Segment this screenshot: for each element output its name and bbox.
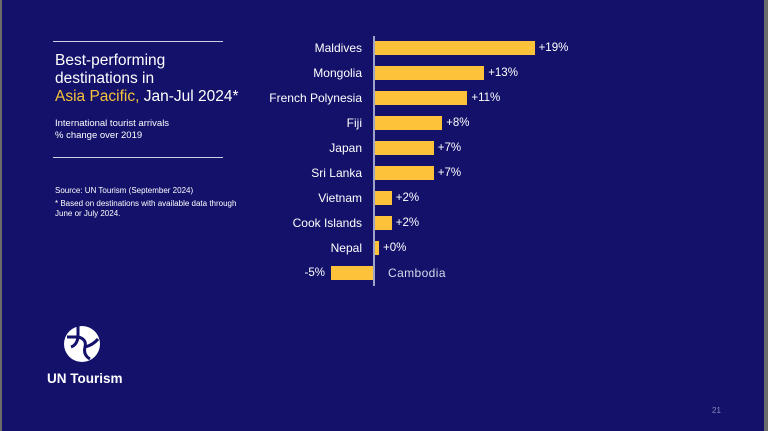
- bar: [375, 166, 434, 180]
- value-label: +7%: [437, 142, 462, 154]
- bar: [375, 91, 468, 105]
- value-label: +2%: [395, 192, 420, 204]
- bar: [375, 41, 535, 55]
- category-label: Japan: [329, 141, 362, 155]
- chart-subtitle: International tourist arrivals % change …: [55, 118, 169, 142]
- footnote-text: * Based on destinations with available d…: [55, 198, 237, 219]
- value-label: +7%: [437, 167, 462, 179]
- bar: [375, 241, 379, 255]
- category-label: Cook Islands: [292, 216, 362, 230]
- title-region: Asia Pacific,: [55, 88, 140, 105]
- value-label: +2%: [395, 217, 420, 229]
- category-label: Vietnam: [318, 191, 362, 205]
- slide-title: Best-performing destinations in Asia Pac…: [55, 52, 255, 106]
- title-line-2: destinations in: [55, 70, 155, 87]
- category-label: Fiji: [346, 116, 362, 130]
- bar: [375, 191, 392, 205]
- source-text: Source: UN Tourism (September 2024): [55, 186, 194, 195]
- category-label: Mongolia: [313, 66, 362, 80]
- bar: [331, 266, 373, 280]
- page-number: 21: [712, 406, 721, 415]
- value-label: +19%: [538, 42, 569, 54]
- bottom-divider: [53, 157, 223, 158]
- value-label: -5%: [304, 267, 325, 279]
- category-label: Maldives: [314, 41, 362, 55]
- category-label: Sri Lanka: [311, 166, 362, 180]
- top-divider: [53, 41, 223, 42]
- brand-name: UN Tourism: [47, 371, 123, 386]
- bar: [375, 66, 485, 80]
- category-label: Nepal: [330, 241, 362, 255]
- bar: [375, 116, 443, 130]
- value-label: +13%: [488, 67, 518, 79]
- globe-icon: [64, 326, 100, 362]
- subtitle-line-2: % change over 2019: [55, 130, 143, 141]
- value-label: +0%: [383, 242, 407, 254]
- title-period: Jan-Jul 2024*: [139, 88, 239, 105]
- category-label: French Polynesia: [269, 91, 362, 105]
- zero-axis: [373, 36, 375, 286]
- value-label: +11%: [471, 92, 501, 104]
- subtitle-line-1: International tourist arrivals: [55, 118, 170, 129]
- category-label: Cambodia: [388, 266, 446, 280]
- bar: [375, 216, 392, 230]
- title-line-3: Asia Pacific, Jan-Jul 2024*: [55, 88, 255, 106]
- source-note: Source: UN Tourism (September 2024) * Ba…: [55, 186, 245, 222]
- bar: [375, 141, 434, 155]
- title-line-1: Best-performing: [55, 52, 166, 69]
- value-label: +8%: [446, 117, 470, 129]
